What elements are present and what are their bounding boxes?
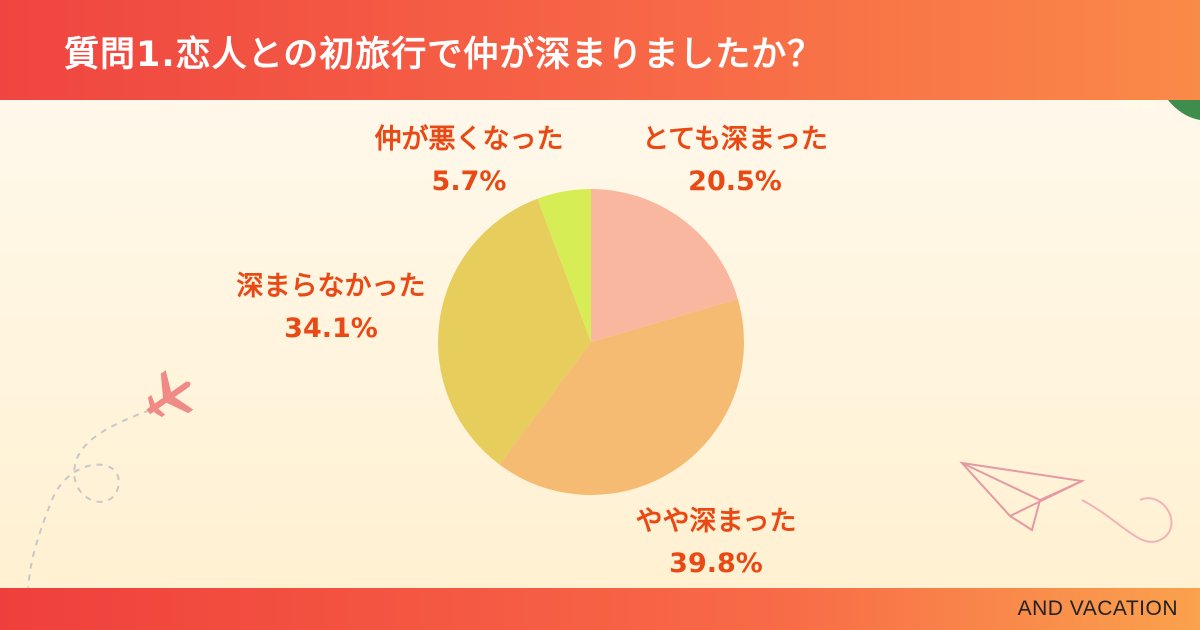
footer-bar	[0, 588, 1200, 630]
slice-label-1-name: とても深まった	[642, 124, 828, 155]
slice-label-2: やや深まった 39.8%	[636, 501, 797, 585]
chart-title: 質問1.恋人との初旅行で仲が深まりましたか？	[64, 35, 824, 75]
slice-label-2-value: 39.8%	[669, 548, 763, 579]
slice-label-4-value: 5.7%	[431, 166, 507, 197]
brand-label: AND VACATION	[1017, 597, 1178, 620]
pie-slice-2	[499, 299, 745, 496]
slice-label-3: 深まらなかった 34.1%	[237, 266, 426, 350]
pie-slice-4	[537, 189, 591, 342]
slice-label-1: とても深まった 20.5%	[642, 119, 828, 203]
slice-label-2-name: やや深まった	[635, 506, 797, 537]
slice-label-3-value: 34.1%	[284, 313, 378, 344]
pie-slice-1	[591, 189, 738, 342]
pie-slice-3	[438, 198, 591, 465]
slice-label-4-name: 仲が悪くなった	[374, 124, 564, 155]
flight-path	[27, 409, 151, 591]
paper-plane-icon	[959, 461, 1086, 532]
paper-plane-trail	[1081, 497, 1173, 543]
slice-label-3-name: 深まらなかった	[236, 271, 426, 302]
slice-label-4: 仲が悪くなった 5.7%	[375, 119, 564, 203]
airplane-icon	[146, 370, 194, 418]
header-bar	[0, 0, 1200, 100]
slice-label-1-value: 20.5%	[688, 166, 782, 197]
